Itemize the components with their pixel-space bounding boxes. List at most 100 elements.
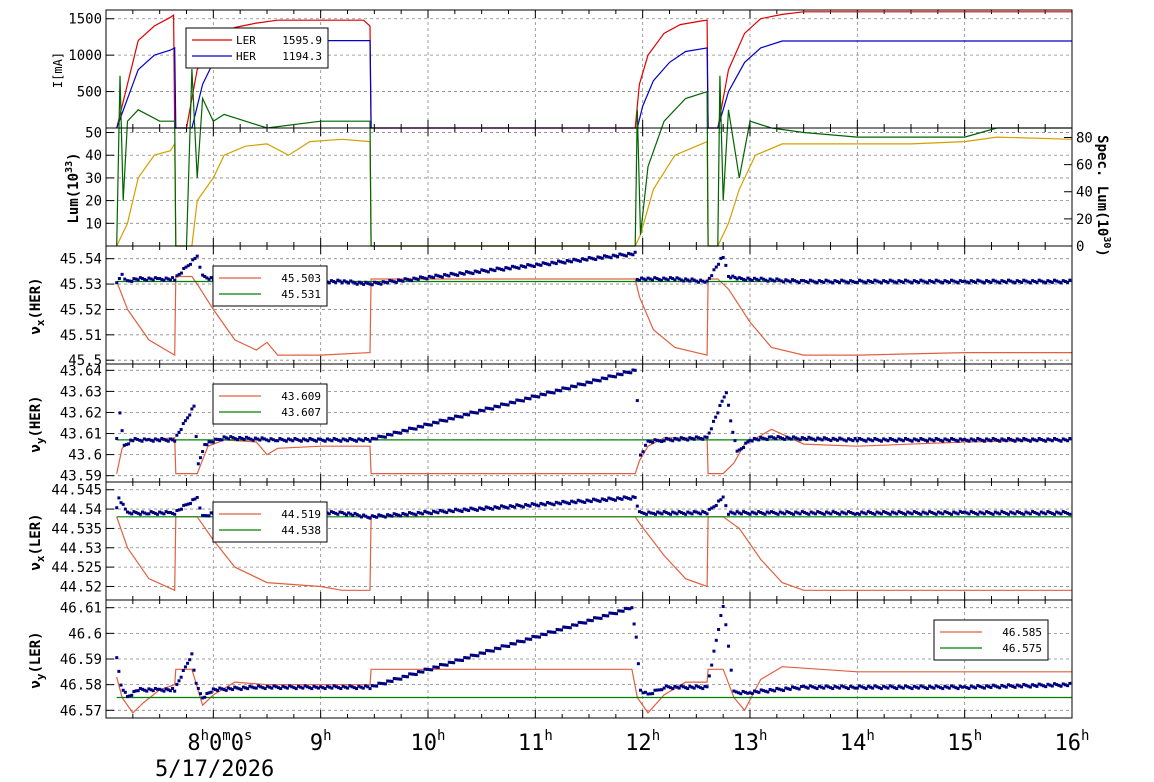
measured-point xyxy=(985,437,989,441)
measured-point xyxy=(699,512,703,516)
measured-point xyxy=(613,498,617,502)
measured-point xyxy=(930,438,934,442)
measured-point xyxy=(386,432,390,436)
measured-point xyxy=(602,498,606,502)
measured-point xyxy=(731,430,735,434)
measured-point xyxy=(947,439,951,443)
measured-point xyxy=(1039,510,1043,514)
measured-point xyxy=(633,368,637,372)
measured-point xyxy=(222,688,226,692)
measured-point xyxy=(164,276,168,280)
measured-point xyxy=(497,267,501,271)
measured-point xyxy=(403,512,407,516)
measured-point xyxy=(209,276,213,280)
measured-point xyxy=(780,436,784,440)
measured-point xyxy=(310,687,314,691)
measured-point xyxy=(412,672,416,676)
measured-point xyxy=(611,253,615,257)
measured-point xyxy=(578,499,582,503)
measured-point xyxy=(438,418,442,422)
measured-point xyxy=(773,689,777,693)
measured-point xyxy=(273,439,277,443)
measured-point xyxy=(129,438,133,442)
measured-point xyxy=(562,625,566,629)
measured-point xyxy=(467,413,471,417)
measured-point xyxy=(1004,280,1008,284)
measured-point xyxy=(576,259,580,263)
measured-point xyxy=(251,438,255,442)
measured-point xyxy=(561,386,565,390)
measured-point xyxy=(806,280,810,284)
measured-point xyxy=(301,437,305,441)
measured-point xyxy=(573,623,577,627)
measured-point xyxy=(480,268,484,272)
measured-point xyxy=(454,658,458,662)
measured-point xyxy=(980,511,984,515)
measured-point xyxy=(334,437,338,441)
measured-point xyxy=(473,411,477,415)
measured-point xyxy=(495,506,499,510)
measured-point xyxy=(125,279,129,283)
legend-value: 45.531 xyxy=(281,288,321,301)
measured-point xyxy=(919,278,923,282)
measured-point xyxy=(855,686,859,690)
ytick-label: 44.545 xyxy=(51,483,102,499)
measured-point xyxy=(971,511,975,515)
measured-point xyxy=(923,280,927,284)
measured-point xyxy=(897,510,901,514)
measured-point xyxy=(866,684,870,688)
measured-point xyxy=(982,281,986,285)
measured-point xyxy=(305,685,309,689)
measured-point xyxy=(1052,512,1056,516)
legend-box xyxy=(185,27,329,69)
y-axis-label: I[mA] xyxy=(51,52,65,88)
measured-point xyxy=(703,280,707,284)
measured-point xyxy=(737,691,740,695)
ytick-label: 45.54 xyxy=(60,252,102,268)
measured-point xyxy=(666,437,670,441)
measured-point xyxy=(489,649,493,653)
measured-point xyxy=(372,280,376,284)
measured-point xyxy=(229,435,233,439)
measured-point xyxy=(651,278,655,282)
measured-point xyxy=(799,279,803,283)
measured-point xyxy=(535,635,539,639)
measured-point xyxy=(737,448,741,452)
measured-point xyxy=(410,511,414,515)
measured-point xyxy=(694,279,698,283)
measured-point xyxy=(292,686,296,690)
measured-point xyxy=(495,266,499,270)
measured-point xyxy=(779,688,783,692)
ytick-label: 10 xyxy=(85,216,102,232)
measured-point xyxy=(193,256,197,260)
measured-point xyxy=(782,688,786,692)
measured-point xyxy=(1048,511,1052,515)
measured-point xyxy=(429,512,433,516)
measured-point xyxy=(504,505,508,509)
measured-point xyxy=(950,684,954,688)
measured-point xyxy=(631,368,635,372)
measured-point xyxy=(631,495,635,499)
legend-box xyxy=(933,619,1049,661)
measured-point xyxy=(537,504,541,508)
measured-point xyxy=(522,640,526,644)
measured-point xyxy=(640,276,644,280)
measured-point xyxy=(630,606,634,610)
measured-point xyxy=(739,512,743,516)
ytick-label: 44.535 xyxy=(51,521,102,537)
measured-point xyxy=(329,510,333,514)
measured-point xyxy=(1017,438,1021,442)
measured-point xyxy=(1061,682,1065,686)
measured-point xyxy=(1057,438,1061,442)
measured-point xyxy=(598,499,602,503)
measured-point xyxy=(884,685,888,689)
measured-point xyxy=(421,670,425,674)
measured-point xyxy=(467,270,471,274)
measured-point xyxy=(794,436,798,440)
measured-point xyxy=(179,675,183,679)
measured-point xyxy=(633,495,637,499)
measured-point xyxy=(941,512,945,516)
measured-point xyxy=(427,511,431,515)
measured-point xyxy=(528,397,532,401)
measured-point xyxy=(634,635,638,639)
